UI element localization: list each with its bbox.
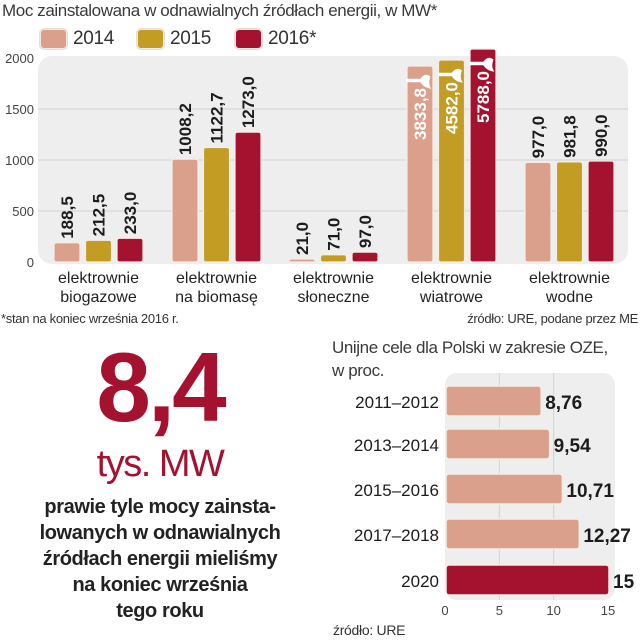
x-category-label: elektrownie — [58, 270, 139, 287]
highlight-value: 8,4 — [96, 332, 226, 442]
main-chart-title: Moc zainstalowana w odnawialnych źródłac… — [2, 1, 437, 20]
data-label: 990,0 — [592, 114, 611, 157]
data-label: 981,8 — [561, 115, 580, 158]
data-label: 5788,0 — [474, 71, 493, 123]
x-category-label: wiatrowe — [419, 289, 483, 306]
bar — [116, 237, 144, 263]
y-tick-label: 2000 — [5, 51, 34, 66]
bar — [445, 564, 610, 596]
main-chart-footnote: *stan na koniec września 2016 r. — [1, 311, 179, 326]
x-tick-label: 5 — [496, 603, 503, 618]
y-tick-label: 1000 — [5, 153, 34, 168]
y-category-label: 2020 — [401, 572, 439, 591]
y-tick-label: 1500 — [5, 102, 34, 117]
legend-label: 2016* — [268, 28, 317, 49]
data-label: 12,27 — [583, 526, 631, 547]
bar — [555, 161, 584, 263]
targets-chart-title: Unijne cele dla Polski w zakresie OZE, w… — [332, 336, 608, 382]
x-tick-label: 10 — [546, 603, 560, 618]
x-category-label: elektrownie — [411, 270, 492, 287]
bar — [445, 473, 564, 505]
axis-break-mark — [469, 57, 495, 72]
legend-item-2015: 2015 — [137, 27, 211, 51]
data-label: 97,0 — [356, 215, 375, 248]
y-category-label: 2015–2016 — [354, 481, 439, 500]
highlight-description: prawie tyle mocy zainsta- lowanych w odn… — [10, 494, 310, 624]
data-label: 4582,0 — [443, 82, 462, 134]
main-chart: 0 500 1000 1500 2000 188,5 212,5 233,0 elektrown… — [5, 48, 628, 306]
y-category-label: 2013–2014 — [354, 436, 439, 455]
legend-item-2016: 2016* — [235, 27, 316, 51]
bar — [524, 161, 552, 263]
bar — [587, 160, 615, 263]
x-category-label: elektrownie — [529, 270, 610, 287]
bar — [351, 251, 379, 263]
x-category-label: biogazowe — [60, 289, 137, 306]
highlight-unit: tys. MW — [96, 443, 225, 485]
targets-title-line: Unijne cele dla Polski w zakresie OZE, — [332, 338, 608, 357]
bar — [288, 258, 316, 263]
bar — [406, 65, 434, 263]
bar — [53, 242, 81, 263]
x-category-label: elektrownie — [293, 270, 374, 287]
data-label: 71,0 — [325, 218, 344, 251]
legend-swatch-2016 — [235, 29, 262, 49]
description-line: lowanych w odnawialnych — [39, 522, 281, 544]
data-label: 977,0 — [529, 116, 548, 159]
x-tick-label: 0 — [441, 603, 448, 618]
data-label: 1008,2 — [176, 103, 195, 155]
bar — [202, 146, 231, 263]
targets-chart: 0 5 10 15 2011–2012 8,76 2013–2014 9,54 2015–201… — [354, 373, 635, 618]
legend-item-2014: 2014 — [40, 27, 114, 51]
y-tick-label: 500 — [12, 204, 34, 219]
legend-label: 2014 — [73, 28, 115, 49]
data-label: 8,76 — [545, 393, 582, 414]
description-line: na koniec września — [72, 574, 248, 596]
bar — [234, 131, 262, 263]
x-category-label: słoneczne — [297, 289, 369, 306]
data-label: 9,54 — [554, 436, 591, 457]
main-chart-source: źródło: URE, podane przez ME — [467, 311, 638, 326]
description-line: źródłach energii mieliśmy — [42, 548, 278, 570]
data-label: 21,0 — [293, 222, 312, 255]
y-category-label: 2017–2018 — [354, 526, 439, 545]
description-line: tego roku — [116, 600, 204, 622]
bar — [445, 518, 581, 550]
data-label: 15 — [613, 572, 635, 593]
legend-swatch-2015 — [137, 29, 164, 49]
data-label: 233,0 — [121, 192, 140, 235]
bar — [437, 59, 466, 263]
bar — [319, 254, 348, 263]
bar — [445, 385, 542, 417]
targets-chart-source: źródło: URE — [333, 622, 406, 638]
bar — [469, 48, 497, 263]
data-label: 10,71 — [566, 481, 614, 502]
x-category-label: elektrownie — [176, 270, 257, 287]
axis-break-mark — [437, 68, 463, 83]
axis-break-mark — [406, 74, 432, 89]
x-category-label: na biomasę — [175, 289, 258, 306]
bar — [445, 428, 551, 460]
data-label: 1122,7 — [208, 92, 227, 143]
y-category-label: 2011–2012 — [355, 393, 439, 412]
bar — [171, 158, 199, 263]
description-line: prawie tyle mocy zainsta- — [44, 496, 276, 518]
data-label: 188,5 — [58, 196, 77, 239]
bar — [84, 239, 113, 263]
targets-title-line: w proc. — [332, 361, 384, 380]
data-label: 212,5 — [90, 194, 109, 237]
x-tick-label: 15 — [601, 603, 615, 618]
x-category-label: wodne — [545, 289, 593, 306]
data-label: 1273,0 — [239, 76, 258, 128]
data-label: 3833,8 — [411, 88, 430, 140]
legend-label: 2015 — [170, 28, 212, 49]
y-tick-label: 0 — [27, 255, 34, 270]
legend-swatch-2014 — [40, 29, 67, 49]
